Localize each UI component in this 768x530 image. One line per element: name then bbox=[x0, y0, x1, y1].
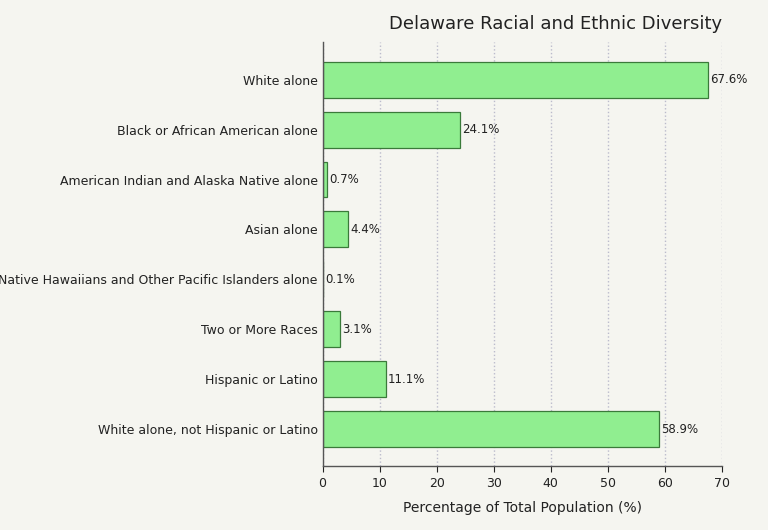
Bar bbox=[323, 211, 348, 248]
Text: 11.1%: 11.1% bbox=[388, 373, 425, 386]
Text: 24.1%: 24.1% bbox=[462, 123, 500, 136]
Bar bbox=[323, 112, 460, 147]
Text: 0.1%: 0.1% bbox=[326, 273, 355, 286]
Text: 0.7%: 0.7% bbox=[329, 173, 359, 186]
Bar bbox=[323, 411, 659, 447]
Bar bbox=[323, 311, 340, 347]
Text: 67.6%: 67.6% bbox=[710, 73, 748, 86]
Bar bbox=[323, 61, 708, 98]
Bar bbox=[323, 361, 386, 397]
Text: 4.4%: 4.4% bbox=[350, 223, 380, 236]
Text: 58.9%: 58.9% bbox=[661, 422, 698, 436]
Text: 3.1%: 3.1% bbox=[343, 323, 372, 336]
X-axis label: Percentage of Total Population (%): Percentage of Total Population (%) bbox=[402, 501, 642, 515]
Text: Delaware Racial and Ethnic Diversity: Delaware Racial and Ethnic Diversity bbox=[389, 14, 722, 32]
Bar bbox=[323, 162, 326, 198]
